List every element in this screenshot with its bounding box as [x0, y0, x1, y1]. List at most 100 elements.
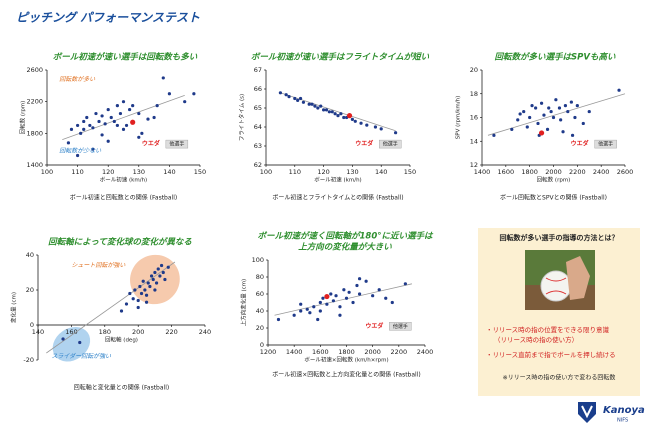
data-point: [287, 95, 290, 98]
tip-bullet: ・リリース直前まで指でボールを押し続ける: [486, 350, 616, 359]
data-point: [559, 118, 562, 121]
data-point: [293, 97, 296, 100]
data-point: [145, 294, 148, 297]
x-tick-label: 2000: [364, 348, 381, 356]
data-point: [582, 122, 585, 125]
tips-title: 回転数が多い選手の指導の方法とは？: [500, 233, 619, 242]
y-axis-label: フライトタイム (s): [238, 94, 246, 141]
y-tick-label: 60: [256, 290, 264, 298]
data-point: [313, 105, 316, 108]
data-point: [324, 294, 329, 299]
data-point: [338, 314, 341, 317]
legend-label: ウエダ: [365, 322, 383, 330]
data-point: [100, 133, 103, 136]
y-tick-label: 14: [470, 137, 478, 145]
data-point: [82, 128, 85, 131]
y-tick-label: 20: [470, 66, 478, 74]
data-point: [526, 125, 529, 128]
data-point: [122, 100, 125, 103]
data-point: [332, 299, 335, 302]
x-tick-label: 1600: [498, 168, 515, 176]
data-point: [145, 301, 148, 304]
data-point: [100, 114, 103, 117]
data-point: [355, 284, 358, 287]
data-point: [125, 124, 128, 127]
y-tick-label: 64: [254, 123, 262, 131]
data-point: [351, 301, 354, 304]
data-point: [104, 122, 107, 125]
chart-caption: ボール回転数とSPVとの関係 (Fastball): [500, 194, 607, 202]
data-point: [312, 305, 315, 308]
chart-title: 回転軸によって変化球の変化が異なる: [48, 237, 192, 248]
data-point: [358, 277, 361, 280]
data-point: [380, 127, 383, 130]
y-tick-label: 80: [256, 273, 264, 281]
data-point: [140, 292, 143, 295]
x-tick-label: 120: [102, 168, 114, 176]
data-point: [299, 97, 302, 100]
y-tick-label: 65: [254, 104, 262, 112]
data-point: [554, 98, 557, 101]
x-tick-label: 2200: [569, 168, 586, 176]
data-point: [148, 285, 151, 288]
x-tick-label: 120: [317, 168, 329, 176]
legend-label: 他選手: [169, 141, 184, 148]
data-point: [67, 141, 70, 144]
data-point: [359, 122, 362, 125]
data-point: [120, 309, 123, 312]
y-tick-label: 63: [254, 142, 262, 150]
data-point: [128, 108, 131, 111]
data-point: [573, 116, 576, 119]
tip-bullet: （リリース時の指の使い方）: [494, 335, 578, 344]
data-point: [570, 100, 573, 103]
legend-label: 他選手: [598, 141, 613, 148]
chart-title: ボール初速が速い選手は回転数も多い: [53, 52, 198, 63]
data-point: [116, 124, 119, 127]
data-point: [530, 104, 533, 107]
data-point: [153, 271, 156, 274]
data-point: [331, 110, 334, 113]
y-tick-label: 1400: [26, 161, 43, 169]
data-point: [347, 113, 352, 118]
tip-note: ※リリース時の指の使い方で変わる回転数: [503, 374, 616, 382]
data-point: [183, 100, 186, 103]
data-point: [146, 117, 149, 120]
data-point: [97, 120, 100, 123]
x-tick-label: 150: [404, 168, 416, 176]
tip-bullet: ・リリース時の指の位置をできる限り意識: [486, 325, 610, 334]
data-point: [571, 134, 574, 137]
data-point: [322, 108, 325, 111]
data-point: [78, 341, 81, 344]
x-tick-label: 140: [375, 168, 387, 176]
x-tick-label: 1800: [338, 348, 355, 356]
data-point: [328, 110, 331, 113]
x-tick-label: 200: [132, 328, 144, 336]
data-point: [617, 89, 620, 92]
x-tick-label: 100: [41, 168, 53, 176]
y-axis-label: 変化量 (cm): [10, 292, 18, 323]
data-point: [354, 120, 357, 123]
data-point: [321, 297, 324, 300]
data-point: [342, 116, 345, 119]
data-point: [91, 126, 94, 129]
data-point: [528, 116, 531, 119]
data-point: [130, 120, 135, 125]
chart-title: 回転数が多い選手はSPVも高い: [495, 52, 616, 63]
data-point: [339, 112, 342, 115]
data-point: [131, 104, 134, 107]
page-title: ピッチング パフォーマンステスト: [16, 11, 200, 25]
data-point: [299, 303, 302, 306]
data-point: [365, 124, 368, 127]
data-point: [110, 116, 113, 119]
data-point: [107, 140, 110, 143]
data-point: [540, 102, 543, 105]
x-axis-label: ボール初速 (km/h): [100, 176, 147, 184]
x-tick-label: 110: [71, 168, 83, 176]
data-point: [550, 110, 553, 113]
data-point: [576, 104, 579, 107]
x-tick-label: 110: [289, 168, 301, 176]
x-tick-label: 2200: [391, 348, 408, 356]
data-point: [137, 306, 140, 309]
x-tick-label: 2400: [593, 168, 610, 176]
data-point: [70, 128, 73, 131]
